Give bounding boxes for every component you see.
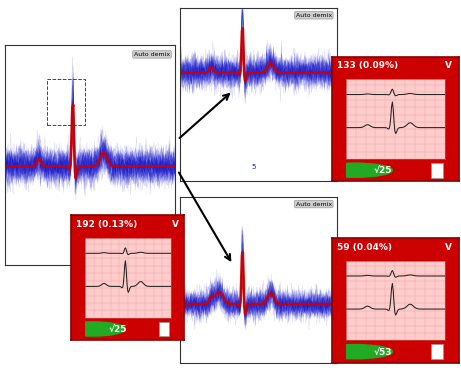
Text: Auto demix: Auto demix xyxy=(134,52,170,57)
Bar xyxy=(47,79,85,125)
Text: √25: √25 xyxy=(109,325,128,334)
Circle shape xyxy=(60,322,125,336)
Text: Auto demix: Auto demix xyxy=(296,201,332,206)
Text: V: V xyxy=(445,61,452,70)
Circle shape xyxy=(317,345,392,359)
Bar xyxy=(431,344,443,359)
Text: Auto demix: Auto demix xyxy=(296,13,332,18)
Bar xyxy=(159,322,169,336)
Bar xyxy=(431,163,443,178)
Text: 5: 5 xyxy=(252,164,256,170)
Text: V: V xyxy=(172,220,179,229)
Text: 59 (0.04%): 59 (0.04%) xyxy=(337,243,392,251)
Circle shape xyxy=(317,163,392,177)
Text: √25: √25 xyxy=(373,166,392,175)
Text: V: V xyxy=(445,243,452,251)
Text: 192 (0.13%): 192 (0.13%) xyxy=(76,220,137,229)
Text: √53: √53 xyxy=(373,347,392,356)
Text: 133 (0.09%): 133 (0.09%) xyxy=(337,61,398,70)
